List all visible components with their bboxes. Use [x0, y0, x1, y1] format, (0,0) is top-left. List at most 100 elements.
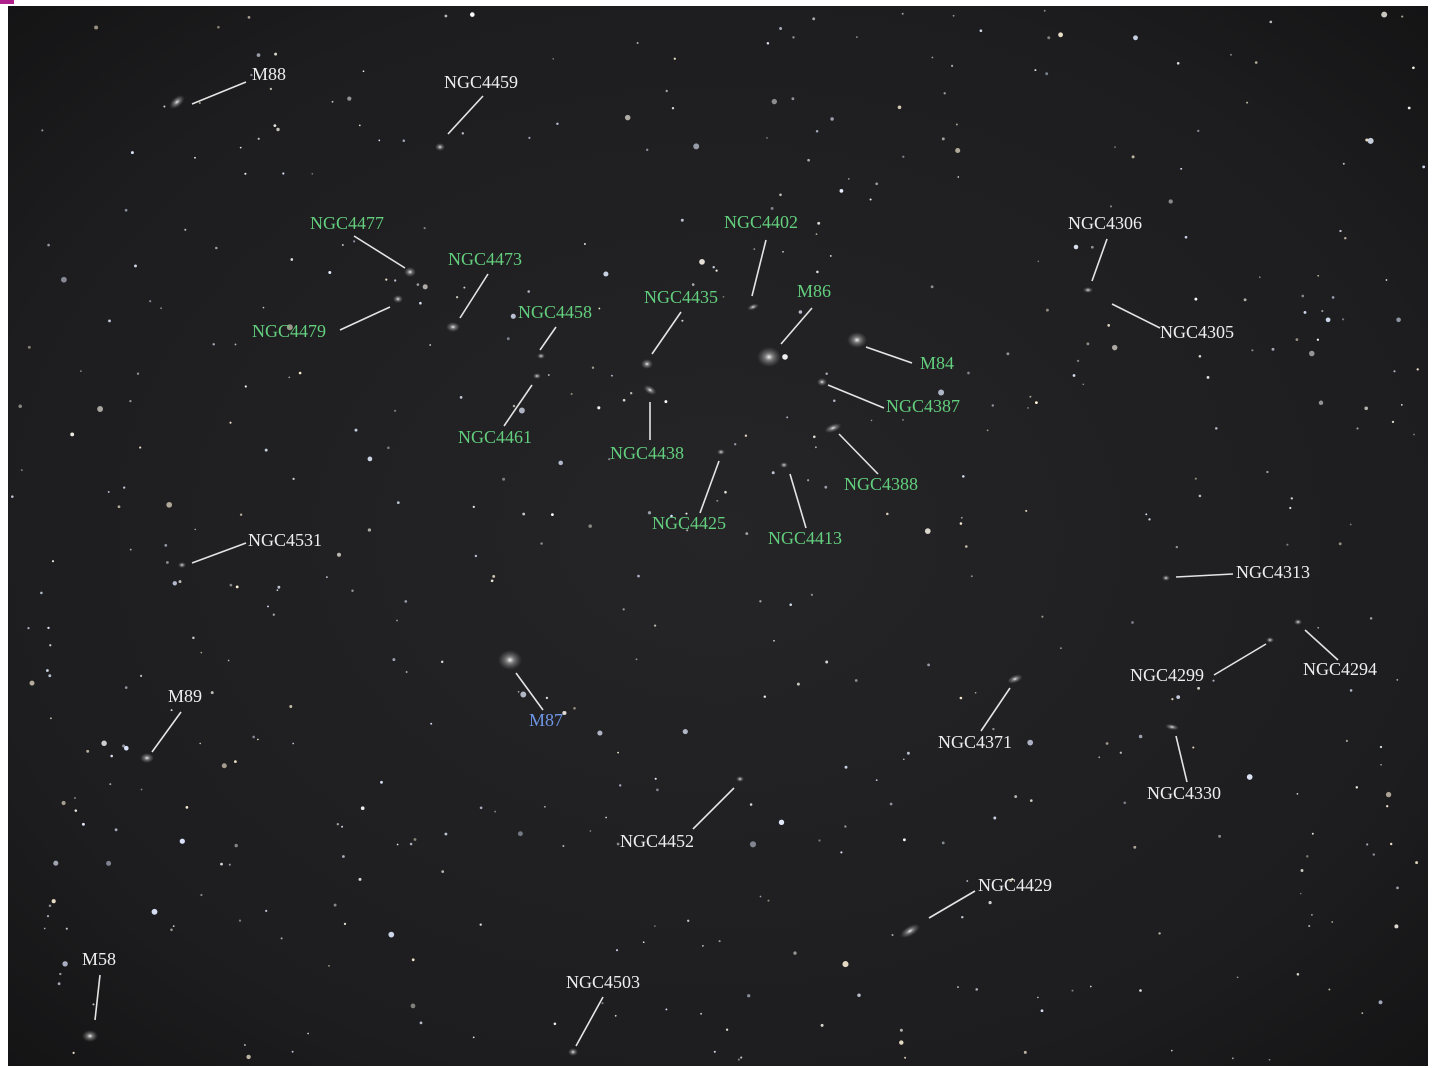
- star: [1206, 375, 1210, 379]
- star: [512, 404, 516, 408]
- star: [262, 306, 265, 309]
- leader-line: [692, 787, 735, 830]
- star: [782, 250, 784, 253]
- star: [1254, 61, 1258, 64]
- star: [938, 389, 945, 396]
- object-label: M89: [168, 686, 202, 706]
- star: [234, 343, 237, 346]
- object-label: M87: [529, 710, 563, 730]
- star: [701, 944, 704, 947]
- star: [820, 1023, 824, 1027]
- star: [693, 143, 700, 150]
- galaxy: [757, 347, 781, 367]
- star: [101, 740, 107, 747]
- star: [1295, 338, 1299, 341]
- leader-line: [459, 273, 489, 319]
- object-label: NGC4479: [252, 321, 326, 341]
- star: [394, 279, 397, 282]
- star: [387, 446, 390, 450]
- galaxy: [641, 359, 653, 369]
- star: [238, 919, 242, 922]
- star: [419, 1021, 423, 1025]
- star: [573, 706, 576, 710]
- star: [1006, 352, 1010, 356]
- star: [986, 429, 989, 432]
- star: [654, 925, 656, 927]
- star: [1379, 745, 1383, 749]
- star: [239, 513, 243, 516]
- star: [902, 838, 906, 842]
- star: [869, 198, 872, 201]
- star-field: [11, 9, 1426, 1061]
- star: [1366, 843, 1369, 846]
- star: [267, 605, 269, 608]
- star: [1316, 338, 1320, 341]
- galaxy: [568, 1048, 578, 1056]
- star: [771, 98, 777, 105]
- star: [48, 674, 52, 678]
- star: [53, 860, 59, 866]
- star: [276, 127, 280, 132]
- star: [81, 822, 85, 826]
- object-label: NGC4435: [644, 287, 718, 307]
- star: [518, 407, 525, 414]
- star: [286, 324, 293, 331]
- star: [326, 576, 328, 578]
- star: [622, 608, 625, 611]
- star: [170, 928, 173, 932]
- star: [553, 1022, 557, 1026]
- star: [122, 744, 126, 748]
- galaxy: [824, 423, 842, 433]
- star: [955, 147, 961, 154]
- star: [974, 691, 977, 694]
- star: [1194, 477, 1197, 480]
- object-label: M58: [82, 949, 116, 969]
- star: [1114, 146, 1116, 148]
- star: [1089, 985, 1092, 988]
- star: [588, 524, 592, 528]
- star: [875, 182, 878, 186]
- leader-line: [515, 672, 544, 711]
- star: [1385, 279, 1388, 281]
- star: [1339, 229, 1342, 233]
- star: [27, 626, 30, 630]
- star: [556, 122, 559, 126]
- object-label: NGC4305: [1160, 322, 1234, 342]
- star: [1194, 297, 1198, 301]
- star: [444, 832, 448, 836]
- star: [194, 156, 196, 159]
- star: [1119, 751, 1122, 754]
- star: [490, 579, 494, 583]
- star: [1168, 199, 1173, 204]
- star: [950, 64, 954, 68]
- star: [815, 446, 817, 449]
- star: [394, 409, 397, 412]
- star: [975, 988, 978, 991]
- star: [798, 310, 803, 314]
- star: [767, 899, 770, 902]
- star: [857, 993, 861, 998]
- star: [1197, 129, 1200, 132]
- star: [1365, 138, 1369, 142]
- star: [686, 529, 689, 532]
- star: [422, 284, 428, 290]
- star: [343, 922, 347, 926]
- star: [1381, 11, 1388, 18]
- star: [45, 669, 49, 672]
- star: [619, 784, 622, 787]
- star: [1266, 470, 1269, 474]
- star: [353, 240, 356, 243]
- star: [1269, 20, 1273, 24]
- star: [170, 709, 173, 712]
- star: [967, 371, 970, 375]
- star: [342, 855, 345, 858]
- star: [70, 432, 75, 437]
- star: [1342, 318, 1345, 321]
- star: [1338, 542, 1342, 546]
- star: [107, 490, 110, 493]
- star: [957, 986, 959, 989]
- star: [656, 788, 659, 792]
- star: [959, 696, 963, 700]
- star: [444, 14, 448, 18]
